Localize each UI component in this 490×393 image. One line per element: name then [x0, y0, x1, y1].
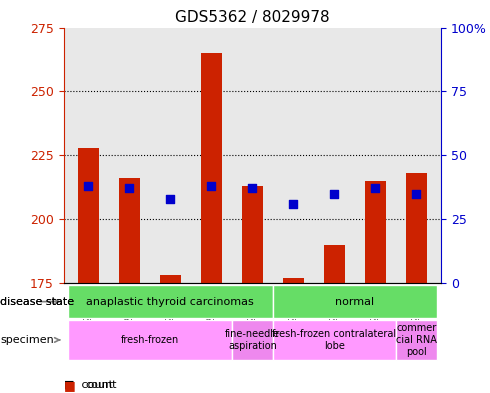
Text: disease state: disease state: [0, 297, 74, 307]
Bar: [160, 275, 181, 283]
Point: [248, 185, 256, 192]
Bar: [78, 147, 98, 283]
Point: [125, 185, 133, 192]
Bar: [324, 244, 344, 283]
Point: [84, 183, 92, 189]
Text: anaplastic thyroid carcinomas: anaplastic thyroid carcinomas: [86, 297, 254, 307]
Bar: [406, 173, 427, 283]
Bar: [68, 285, 273, 318]
Bar: [119, 178, 140, 283]
Point: [371, 185, 379, 192]
Point: [167, 195, 174, 202]
Text: commer
cial RNA
pool: commer cial RNA pool: [396, 323, 437, 356]
Text: ■: ■: [64, 378, 75, 392]
Bar: [232, 320, 273, 360]
Point: [290, 200, 297, 207]
Point: [330, 190, 338, 196]
Point: [413, 190, 420, 196]
Bar: [201, 53, 221, 283]
Text: disease state: disease state: [0, 297, 74, 307]
Text: specimen: specimen: [0, 335, 60, 345]
Point: [207, 183, 215, 189]
Bar: [68, 320, 232, 360]
Bar: [365, 181, 386, 283]
Bar: [273, 320, 396, 360]
Text: ■  count: ■ count: [64, 380, 113, 390]
Text: fresh-frozen contralateral
lobe: fresh-frozen contralateral lobe: [272, 329, 396, 351]
Text: fresh-frozen: fresh-frozen: [121, 335, 179, 345]
Text: count: count: [86, 380, 117, 390]
Title: GDS5362 / 8029978: GDS5362 / 8029978: [175, 10, 330, 25]
Text: normal: normal: [335, 297, 374, 307]
Bar: [242, 186, 263, 283]
Bar: [396, 320, 437, 360]
Text: ■: ■: [64, 392, 75, 393]
Bar: [273, 285, 437, 318]
Bar: [283, 278, 304, 283]
Text: fine-needle
aspiration: fine-needle aspiration: [225, 329, 280, 351]
